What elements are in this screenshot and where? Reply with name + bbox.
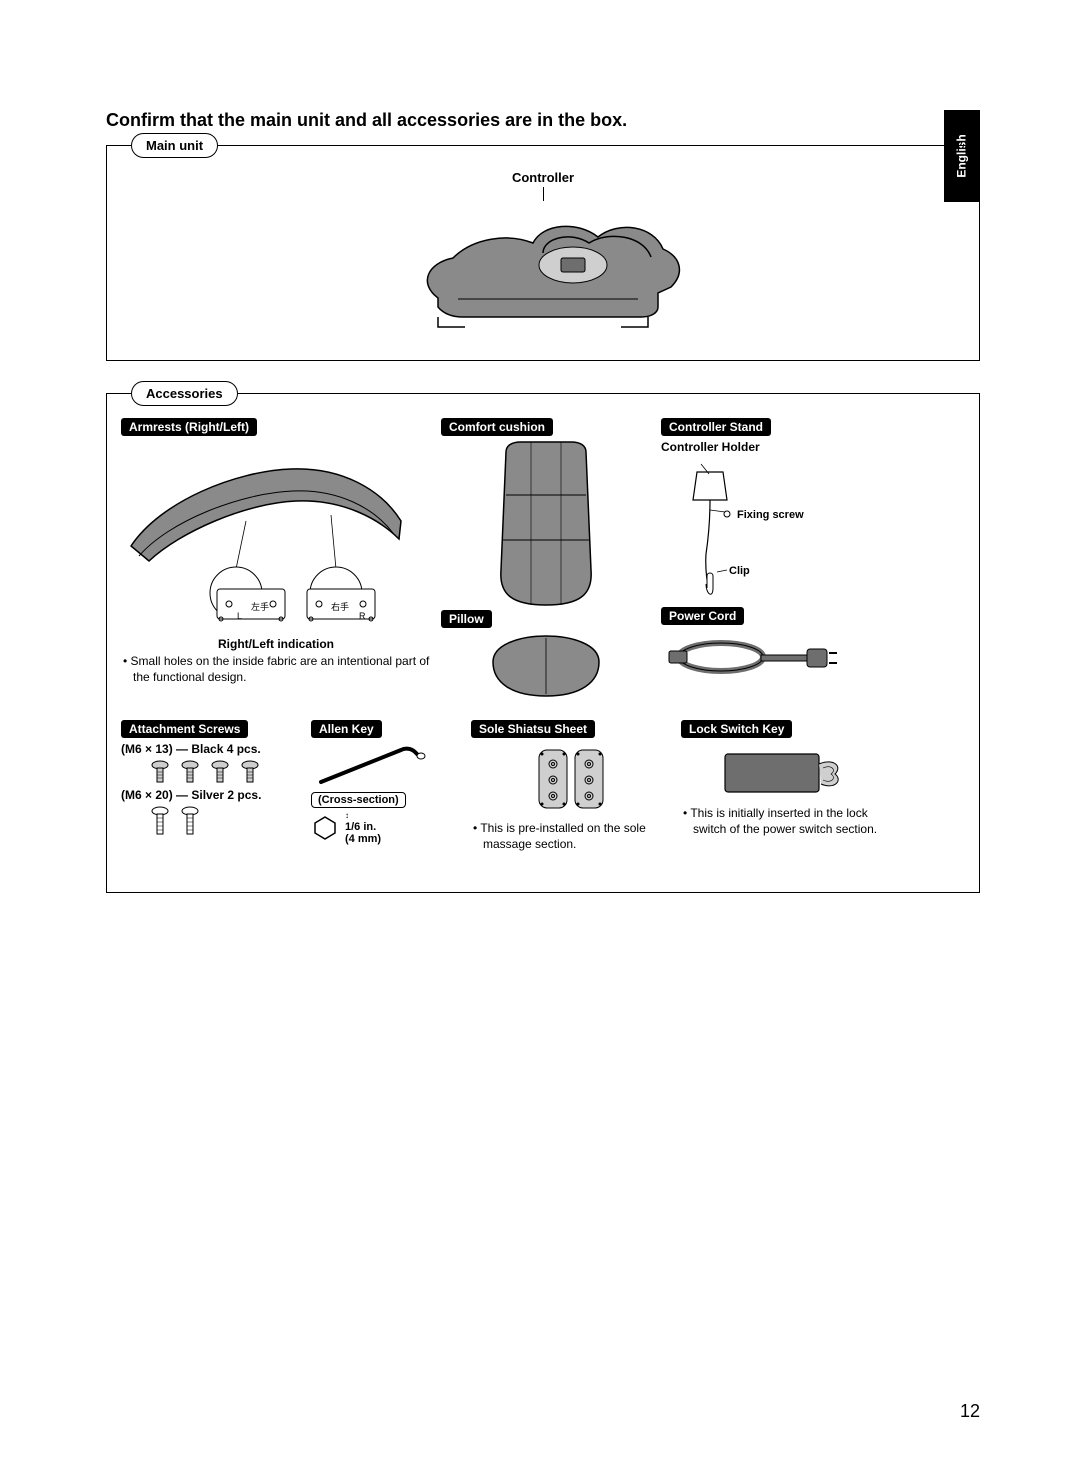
svg-text:右手: 右手 (331, 601, 349, 612)
screw-icon (241, 760, 259, 784)
black-screws (151, 760, 301, 784)
allen-dim1: 1/6 in. (345, 821, 381, 833)
sole-shiatsu-label: Sole Shiatsu Sheet (471, 720, 595, 738)
comfort-cushion-illustration (481, 440, 611, 610)
main-unit-box: Main unit Controller (106, 145, 980, 361)
svg-text:Clip: Clip (729, 565, 750, 577)
lock-block: Lock Switch Key This is initially insert… (681, 720, 891, 852)
cross-section-label: (Cross-section) (311, 792, 406, 808)
svg-text:左手: 左手 (251, 601, 269, 612)
leader-line (543, 187, 544, 201)
attachment-screws-label: Attachment Screws (121, 720, 248, 738)
page-heading: Confirm that the main unit and all acces… (106, 110, 980, 131)
controller-holder-text: Controller Holder (661, 440, 871, 454)
screws-spec1: (M6 × 13) — Black 4 pcs. (121, 742, 301, 756)
accessories-box: Accessories Armrests (Right/Left) (106, 393, 980, 893)
cushion-pillow-col: Comfort cushion Pillow (441, 418, 651, 702)
hex-cross-section-icon (311, 815, 339, 841)
silver-screws (151, 806, 301, 836)
svg-text:L: L (237, 611, 242, 621)
screw-icon (151, 806, 169, 836)
stand-power-col: Controller Stand Controller Holder Fixin… (661, 418, 871, 702)
screw-icon (181, 760, 199, 784)
controller-label: Controller (512, 170, 574, 185)
power-cord-label: Power Cord (661, 607, 744, 625)
allen-key-label: Allen Key (311, 720, 382, 738)
screw-icon (181, 806, 199, 836)
left-detail: L 左手 (211, 575, 291, 630)
page-number: 12 (960, 1401, 980, 1422)
svg-text:R: R (359, 611, 366, 621)
lock-note: This is initially inserted in the lock s… (681, 805, 891, 837)
comfort-cushion-label: Comfort cushion (441, 418, 553, 436)
lock-switch-key-label: Lock Switch Key (681, 720, 792, 738)
right-detail: 右手 R (301, 575, 381, 630)
chair-illustration (393, 203, 693, 343)
screws-spec2: (M6 × 20) — Silver 2 pcs. (121, 788, 301, 802)
pillow-label: Pillow (441, 610, 492, 628)
sole-illustration (511, 744, 631, 814)
accessories-box-label: Accessories (131, 381, 238, 406)
pillow-illustration (481, 632, 611, 702)
allen-dim2: (4 mm) (345, 833, 381, 845)
main-unit-box-label: Main unit (131, 133, 218, 158)
controller-stand-illustration: Fixing screw Clip (661, 454, 811, 604)
power-cord-illustration (661, 631, 841, 681)
allen-key-block: Allen Key (Cross-section) ↕ 1/6 in. (4 m… (311, 720, 461, 852)
sole-note: This is pre-installed on the sole massag… (471, 820, 671, 852)
sole-block: Sole Shiatsu Sheet This is pre-installed… (471, 720, 671, 852)
lock-switch-illustration (711, 744, 861, 799)
rl-indication-caption: Right/Left indication (121, 637, 431, 651)
allen-key-illustration (311, 738, 431, 788)
screw-icon (151, 760, 169, 784)
armrests-block: Armrests (Right/Left) (121, 418, 431, 702)
controller-stand-label: Controller Stand (661, 418, 771, 436)
armrests-note: Small holes on the inside fabric are an … (121, 653, 431, 685)
screws-block: Attachment Screws (M6 × 13) — Black 4 pc… (121, 720, 301, 852)
armrests-label: Armrests (Right/Left) (121, 418, 257, 436)
svg-text:Fixing screw: Fixing screw (737, 509, 804, 521)
screw-icon (211, 760, 229, 784)
